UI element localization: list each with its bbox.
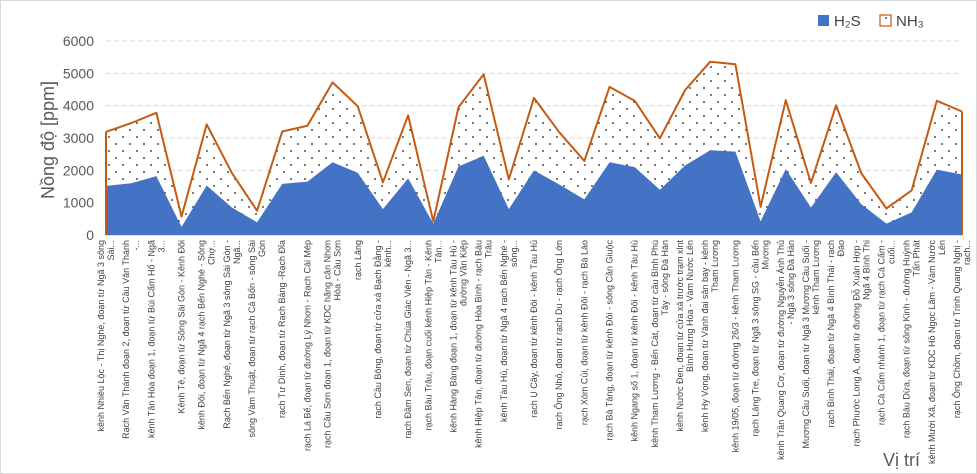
x-tick-label: Rạch Văn Thánh đoạn 2, đoạn từ Cầu Văn T…: [121, 240, 141, 439]
x-tick-label: kênh Tàu Hủ, đoạn từ Ngã 4 rạch Bến Nghé…: [499, 240, 519, 422]
y-tick-label: 5000: [63, 65, 94, 81]
legend-swatch-h2s: [818, 15, 829, 26]
x-tick-label: Rạch Bến Nghé, đoạn từ Ngã 3 sông Sài Gò…: [222, 240, 242, 429]
x-tick-label: rạch Tư Dinh, đoạn từ Rạch Bàng -Rạch Đỉ…: [277, 240, 287, 418]
x-tick-label: kênh Tham Lương - Bến Cát, đoạn từ cầu B…: [650, 240, 670, 447]
legend-label-nh3: NH₃: [896, 13, 924, 30]
x-tick-label: rạch Lăng: [353, 240, 363, 280]
x-tick-label: Kênh Tẻ, đoạn từ Sông Sài Gòn - Kênh Đôi: [177, 240, 187, 413]
x-tick-label: rạch Ụ Cây, đoạn từ kênh Đôi - kênh Tàu …: [529, 240, 539, 418]
x-tick-label: kênh Ngang số 1, đoạn từ kênh Đôi - kênh…: [630, 240, 640, 442]
x-tick-label: rạch Cầu Sơn đoạn 1, đoạn từ KDC hãng câ…: [323, 240, 343, 448]
x-tick-label: kênh Đôi, đoạn từ Ngã 4 rạch Bến Nghé - …: [197, 240, 217, 430]
x-tick-label: rạch Bàu Dừa, đoạn từ sông Kinh - đường …: [902, 240, 922, 439]
x-tick-label: rạch Láng Tre, đoạn từ Ngã 3 sông SG - c…: [751, 240, 771, 437]
legend-swatch-nh3: [879, 14, 892, 27]
y-tick-label: 0: [86, 227, 94, 243]
x-tick-label: rạch Bình Thái, đoạn từ Ngã 4 Bình Thái …: [826, 240, 846, 427]
x-tick-label: kênh Hiệp Tân, đoạn từ đường Hòa Bình - …: [474, 240, 494, 448]
x-tick-label: rạch Bà Tàng, đoạn từ kênh Đôi - sông Cầ…: [605, 240, 615, 441]
legend: H₂S NH₃: [818, 13, 924, 30]
x-tick-label: sông Vàm Thuật, đoạn từ rạch Cả Bốn - sô…: [247, 240, 267, 437]
x-tick-label: kênh Tân Hóa đoạn 1, đoạn từ Bùi Cẩm Hổ …: [146, 240, 166, 438]
x-axis-ticks: kênh Nhiêu Lộc - Thị Nghè, đoạn từ Ngã 3…: [96, 240, 972, 464]
series-nh3-line: [105, 60, 963, 223]
x-tick-label: kênh Hàng Bàng đoạn 1, đoạn từ kênh Tàu …: [448, 240, 468, 433]
x-tick-label: rạch Đầm Sen, đoạn từ Chùa Giác Viên - N…: [403, 240, 413, 438]
y-axis-ticks: 0 1000 2000 3000 4000 5000 6000: [63, 33, 94, 243]
y-axis-title: Nồng độ [ppm]: [38, 81, 58, 199]
y-tick-label: 2000: [63, 162, 94, 178]
legend-label-h2s: H₂S: [834, 13, 861, 30]
y-tick-label: 3000: [63, 130, 94, 146]
x-tick-label: rạch Cầu Bông, đoạn từ cửa xả Bạch Đằng …: [373, 240, 393, 419]
y-tick-label: 6000: [63, 33, 94, 49]
x-tick-label: rạch Lá Bế, đoạn từ đường Lý Nhơn - Rạch…: [302, 240, 312, 451]
x-tick-label: rạch Phước Long A, đoạn từ đường Đỗ Xuân…: [851, 240, 871, 446]
y-tick-label: 4000: [63, 98, 94, 114]
x-tick-label: kênh Hy Vọng, đoạn từ Vành đai sân bay -…: [700, 240, 720, 432]
x-tick-label: kênh Nhiêu Lộc - Thị Nghè, đoạn từ Ngã 3…: [96, 240, 116, 431]
x-tick-label: rạch Ông Chồm, đoạn từ Trinh Quang Nghị …: [952, 240, 972, 418]
x-tick-label: kênh Mười Xã, đoạn từ KDC Hồ Ngọc Lãm - …: [927, 240, 947, 464]
series-h2s-area: [106, 150, 962, 235]
x-tick-label: kênh Nước Đen, đoạn từ cửa xả trước trạm…: [675, 240, 695, 432]
x-axis-title: Vị trí: [883, 450, 920, 470]
x-tick-label: rạch Xóm Củi, đoạn từ kênh Đôi - rạch Bà…: [579, 240, 589, 425]
x-tick-label: Mương Cầu Suối, đoạn từ Ngã 3 Mương Cầu …: [801, 240, 821, 448]
y-tick-label: 1000: [63, 195, 94, 211]
x-tick-label: kênh 19/05, đoạn từ đường 26/3 - kênh Th…: [730, 240, 740, 452]
x-tick-label: rạch Cá Cấm nhánh 1, đoạn từ rạch Cá Cấm…: [876, 240, 896, 425]
x-tick-label: rạch Ông Nhỏ, đoạn từ rạch Du - rạch Ông…: [554, 240, 564, 430]
x-tick-label: rạch Bàu Trâu, đoạn cuối kênh Hiệp Tân -…: [423, 240, 443, 430]
x-tick-label: kênh Trần Quang Cơ, đoạn từ đường Nguyễn…: [776, 240, 796, 460]
plot-area: [105, 60, 963, 236]
